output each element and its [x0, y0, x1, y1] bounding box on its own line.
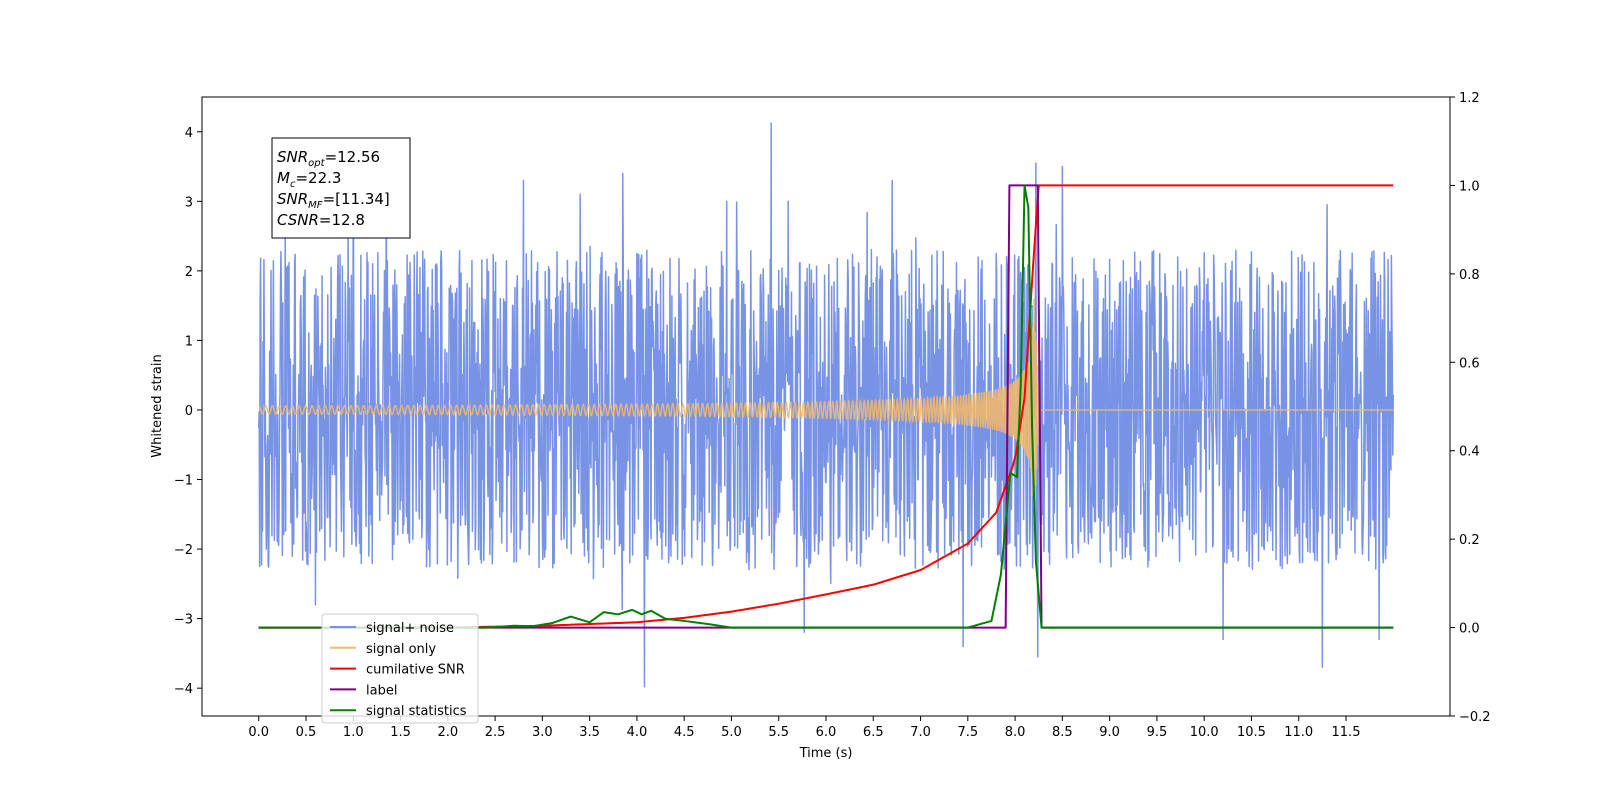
- annotation-line: Mc=22.3: [277, 169, 341, 190]
- annotation-line: CSNR=12.8: [277, 211, 365, 229]
- legend: signal+ noise signal only cumilative SNR la…: [321, 613, 479, 724]
- x-tick-label: 8.5: [1052, 725, 1073, 740]
- series-line-signal-only: [258, 298, 1394, 507]
- x-tick-label: 7.0: [910, 725, 931, 740]
- x-tick-label: 0.5: [296, 725, 317, 740]
- y-tick-label: 2: [185, 265, 193, 280]
- x-tick-label: 10.5: [1237, 725, 1266, 740]
- y2-tick-label: 0.4: [1459, 445, 1480, 460]
- x-tick-label: 4.0: [627, 725, 648, 740]
- y-tick-label: −1: [174, 474, 193, 489]
- x-tick-label: 6.0: [816, 725, 837, 740]
- y-axis-label: Whitened strain: [150, 354, 165, 457]
- x-tick-label: 3.0: [532, 725, 553, 740]
- x-tick-label: 11.5: [1332, 725, 1361, 740]
- series-line-signal-statistics: [258, 184, 1394, 629]
- y2-tick-label: 1.2: [1459, 91, 1480, 106]
- y2-tick-label: 0.0: [1459, 622, 1480, 637]
- y2-tick-label: 0.8: [1459, 268, 1480, 283]
- y2-tick-label: 0.2: [1459, 533, 1480, 548]
- y2-tick-label: −0.2: [1459, 710, 1491, 725]
- annotation-line: SNRMF=[11.34]: [277, 190, 390, 211]
- x-tick-label: 7.5: [957, 725, 978, 740]
- legend-label: cumilative SNR: [366, 663, 465, 678]
- y2-tick-label: 1.0: [1459, 179, 1480, 194]
- x-tick-label: 11.0: [1284, 725, 1313, 740]
- x-tick-label: 5.0: [721, 725, 742, 740]
- x-tick-label: 6.5: [863, 725, 884, 740]
- x-tick-label: 2.0: [437, 725, 458, 740]
- y-tick-label: 3: [185, 195, 193, 210]
- x-tick-label: 10.0: [1190, 725, 1219, 740]
- y2-tick-label: 0.6: [1459, 356, 1480, 371]
- annotation-frame: [271, 137, 411, 239]
- x-tick-label: 1.5: [390, 725, 411, 740]
- x-tick-label: 3.5: [579, 725, 600, 740]
- x-tick-label: 9.5: [1147, 725, 1168, 740]
- y-tick-label: −2: [174, 543, 193, 558]
- series-line-signal-plus-noise: [257, 122, 1395, 688]
- y-axis-right: −0.2 0.0 0.2 0.4 0.6 0.8 1.0 1.2: [1450, 91, 1491, 725]
- y-tick-label: −3: [174, 613, 193, 628]
- y-axis-left: −4 −3 −2 −1 0 1 2 3 4: [174, 126, 202, 697]
- metrics-annotation-box: SNRopt=12.56Mc=22.3SNRMF=[11.34]CSNR=12.…: [271, 137, 411, 239]
- x-tick-label: 9.0: [1099, 725, 1120, 740]
- legend-frame: [321, 613, 479, 724]
- legend-label: label: [366, 683, 397, 698]
- x-tick-label: 5.5: [768, 725, 789, 740]
- legend-label: signal+ noise: [366, 621, 454, 636]
- annotation-line: SNRopt=12.56: [277, 148, 380, 169]
- x-tick-label: 8.0: [1005, 725, 1026, 740]
- legend-label: signal only: [366, 642, 436, 657]
- x-tick-label: 1.0: [343, 725, 364, 740]
- y-tick-label: −4: [174, 682, 193, 697]
- x-axis: 0.0 0.5 1.0 1.5 2.0 2.5 3.0 3.5 4.0 4.5 5.0 5.5 6.0 6…: [248, 716, 1360, 740]
- x-axis-label: Time (s): [799, 746, 853, 761]
- x-tick-label: 4.5: [674, 725, 695, 740]
- x-tick-label: 0.0: [248, 725, 269, 740]
- y-tick-label: 4: [185, 126, 193, 141]
- y-tick-label: 1: [185, 334, 193, 349]
- y-tick-label: 0: [185, 404, 193, 419]
- x-tick-label: 2.5: [485, 725, 506, 740]
- legend-label: signal statistics: [366, 704, 467, 719]
